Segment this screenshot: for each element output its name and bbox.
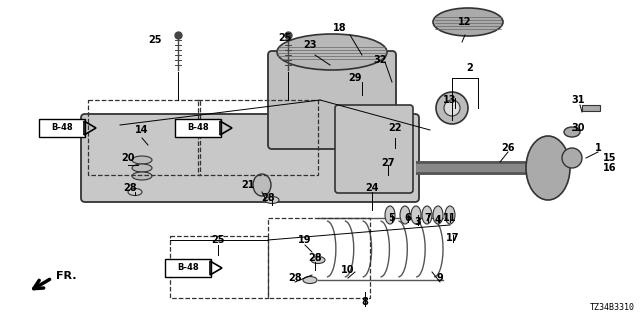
Bar [170, 236, 268, 298]
Text: 20: 20 [121, 153, 135, 163]
Text: 15: 15 [604, 153, 617, 163]
Text: B-48: B-48 [187, 124, 209, 132]
Text: 28: 28 [261, 193, 275, 203]
Ellipse shape [311, 257, 325, 263]
Text: 17: 17 [446, 233, 460, 243]
Ellipse shape [445, 206, 455, 224]
Ellipse shape [132, 172, 152, 180]
Text: 5: 5 [388, 213, 396, 223]
Text: B-48: B-48 [177, 263, 199, 273]
Text: 22: 22 [388, 123, 402, 133]
Text: 28: 28 [308, 253, 322, 263]
Text: 18: 18 [333, 23, 347, 33]
Ellipse shape [564, 127, 580, 137]
Text: 7: 7 [424, 213, 431, 223]
FancyBboxPatch shape [175, 119, 221, 137]
Text: 28: 28 [123, 183, 137, 193]
Text: 16: 16 [604, 163, 617, 173]
Ellipse shape [436, 92, 468, 124]
Text: 26: 26 [501, 143, 515, 153]
Text: 6: 6 [404, 213, 412, 223]
Text: 32: 32 [373, 55, 387, 65]
Text: 27: 27 [381, 158, 395, 168]
Text: 14: 14 [135, 125, 148, 135]
Text: 8: 8 [362, 297, 369, 307]
Text: 23: 23 [303, 40, 317, 50]
Text: 21: 21 [241, 180, 255, 190]
Ellipse shape [385, 206, 395, 224]
Text: 25: 25 [278, 33, 292, 43]
Ellipse shape [411, 206, 421, 224]
Ellipse shape [433, 8, 503, 36]
Text: 29: 29 [348, 73, 362, 83]
Ellipse shape [422, 206, 432, 224]
Text: 1: 1 [595, 143, 602, 153]
FancyBboxPatch shape [81, 114, 419, 202]
Text: 24: 24 [365, 183, 379, 193]
Ellipse shape [444, 100, 460, 116]
Text: 12: 12 [458, 17, 472, 27]
Bar [88, 100, 200, 175]
Ellipse shape [400, 206, 410, 224]
Ellipse shape [526, 136, 570, 200]
Bar [82, 125, 132, 190]
Ellipse shape [303, 276, 317, 284]
Ellipse shape [132, 156, 152, 164]
FancyBboxPatch shape [335, 105, 413, 193]
Ellipse shape [265, 196, 279, 204]
Text: 11: 11 [444, 213, 457, 223]
Text: B-48: B-48 [51, 124, 73, 132]
Text: 2: 2 [467, 63, 474, 73]
Text: 9: 9 [436, 273, 444, 283]
Text: 30: 30 [572, 123, 585, 133]
Ellipse shape [277, 34, 387, 70]
Ellipse shape [128, 188, 142, 196]
Text: 28: 28 [288, 273, 302, 283]
Text: 19: 19 [298, 235, 312, 245]
Ellipse shape [433, 206, 443, 224]
Text: 10: 10 [341, 265, 355, 275]
Ellipse shape [132, 164, 152, 172]
Text: 25: 25 [211, 235, 225, 245]
FancyBboxPatch shape [39, 119, 85, 137]
Text: 25: 25 [148, 35, 162, 45]
Text: 4: 4 [435, 215, 442, 225]
Ellipse shape [562, 148, 582, 168]
Bar [582, 105, 600, 111]
Text: 3: 3 [415, 217, 421, 227]
Text: 31: 31 [572, 95, 585, 105]
Ellipse shape [253, 174, 271, 196]
FancyBboxPatch shape [268, 51, 396, 149]
Bar [268, 218, 370, 298]
Text: 13: 13 [444, 95, 457, 105]
Bar [198, 100, 318, 175]
FancyBboxPatch shape [165, 259, 211, 277]
Text: TZ34B3310: TZ34B3310 [590, 303, 635, 312]
Text: FR.: FR. [56, 271, 77, 281]
